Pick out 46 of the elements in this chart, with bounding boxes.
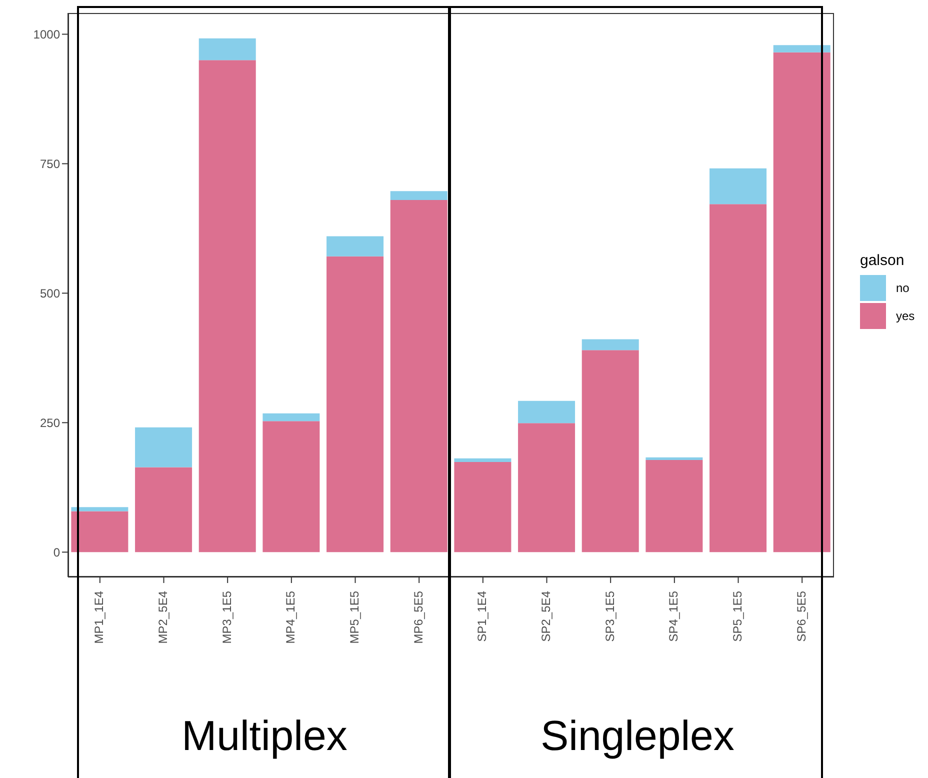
bar (390, 191, 448, 200)
bar (646, 457, 703, 460)
bar (710, 168, 767, 204)
y-tick-label: 0 (53, 545, 60, 560)
x-tick-label: MP6_5E5 (411, 590, 426, 644)
bar (454, 458, 512, 462)
bar (773, 52, 830, 552)
bar (326, 236, 384, 256)
bar (71, 507, 128, 512)
x-tick-label: SP5_1E5 (730, 590, 744, 642)
y-tick-label: 750 (40, 156, 60, 171)
bar (198, 38, 256, 60)
bar (582, 339, 639, 350)
bar (582, 350, 639, 552)
legend-title: galson (860, 252, 906, 269)
text: Singleplex (540, 712, 736, 760)
x-tick-label: SP4_1E5 (666, 590, 681, 642)
legend-label: no (896, 281, 910, 295)
x-tick-label: SP6_5E5 (794, 590, 808, 642)
bar (135, 427, 192, 468)
bar (326, 256, 384, 552)
y-tick-label: 500 (40, 286, 60, 300)
x-tick-label: SP2_5E4 (538, 590, 553, 642)
x-tick-label: SP3_1E5 (602, 590, 617, 642)
bar (646, 460, 703, 552)
x-tick-label: MP4_1E5 (284, 590, 298, 644)
x-tick-label: MP3_1E5 (220, 590, 234, 644)
bar (71, 511, 128, 552)
y-tick-label: 250 (40, 416, 60, 430)
text: Multiplex (180, 712, 348, 760)
bar (518, 423, 576, 552)
bar (390, 200, 448, 552)
x-tick-label: MP1_1E4 (92, 590, 106, 644)
x-tick-label: MP5_1E5 (347, 590, 362, 644)
legend-label: yes (896, 309, 915, 323)
x-tick-label: SP1_1E4 (475, 590, 490, 642)
bar (198, 60, 256, 552)
bar (135, 467, 192, 552)
bar (773, 45, 830, 52)
bar (262, 421, 320, 552)
y-tick-label: 1000 (33, 27, 60, 42)
bar (518, 400, 576, 424)
bar (710, 204, 767, 552)
bar (262, 413, 320, 422)
bar (454, 462, 512, 552)
x-tick-label: MP2_5E4 (156, 590, 170, 644)
